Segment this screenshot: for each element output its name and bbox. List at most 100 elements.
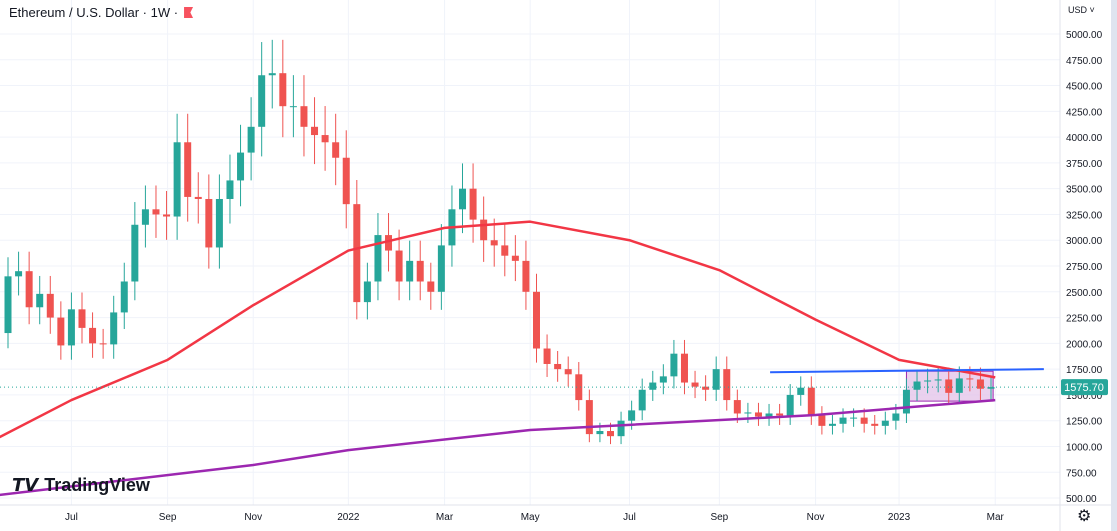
candle-down xyxy=(511,255,519,261)
x-tick-label: 2022 xyxy=(337,512,360,523)
candle-up xyxy=(36,293,44,308)
candle-down xyxy=(723,369,731,401)
candle-down xyxy=(976,379,984,389)
y-tick-label: 2750.00 xyxy=(1066,262,1103,273)
candle-down xyxy=(945,379,953,393)
y-tick-label: 2250.00 xyxy=(1066,314,1103,325)
candle-down xyxy=(385,235,393,251)
candle-up xyxy=(797,387,805,395)
candle-up xyxy=(934,379,942,381)
candle-down xyxy=(807,387,815,416)
tradingview-logo[interactable]: 𝙏𝙑 TradingView xyxy=(12,475,150,496)
x-tick-label: 2023 xyxy=(888,512,911,523)
candle-up xyxy=(15,271,23,277)
candle-down xyxy=(46,293,54,318)
y-tick-label: 3500.00 xyxy=(1066,185,1103,196)
y-tick-label: 1250.00 xyxy=(1066,417,1103,428)
candle-down xyxy=(585,400,593,435)
candle-down xyxy=(321,135,329,143)
candle-down xyxy=(353,204,361,303)
candle-up xyxy=(247,126,255,153)
candle-up xyxy=(786,394,794,416)
x-tick-label: Sep xyxy=(710,512,728,523)
y-tick-label: 1500.00 xyxy=(1066,391,1103,402)
candle-up xyxy=(913,381,921,390)
symbol-title: Ethereum / U.S. Dollar · 1W · xyxy=(9,5,179,20)
currency-select[interactable]: USD ˅ xyxy=(1068,5,1095,15)
candle-down xyxy=(427,281,435,292)
candle-up xyxy=(374,235,382,282)
candle-down xyxy=(818,415,826,426)
y-tick-label: 4250.00 xyxy=(1066,107,1103,118)
x-tick-label: Sep xyxy=(159,512,177,523)
x-tick-label: May xyxy=(521,512,540,523)
candle-up xyxy=(459,188,467,210)
y-tick-label: 5000.00 xyxy=(1066,30,1103,41)
x-tick-label: Jul xyxy=(65,512,78,523)
candle-down xyxy=(606,431,614,437)
candle-down xyxy=(78,309,86,328)
candle-down xyxy=(99,343,107,345)
candle-down xyxy=(754,412,762,417)
candle-up xyxy=(141,209,149,225)
candle-down xyxy=(57,317,65,346)
candle-up xyxy=(437,245,445,292)
candle-up xyxy=(659,376,667,383)
candle-down xyxy=(25,271,33,308)
candle-up xyxy=(268,73,276,76)
y-tick-label: 4750.00 xyxy=(1066,56,1103,67)
x-tick-label: Mar xyxy=(436,512,454,523)
candle-up xyxy=(237,152,245,181)
right-edge-strip xyxy=(1111,0,1117,531)
candle-down xyxy=(163,214,171,217)
candle-up xyxy=(289,106,297,108)
candle-up xyxy=(363,281,371,303)
candle-down xyxy=(702,386,710,390)
y-tick-label: 1750.00 xyxy=(1066,365,1103,376)
candle-down xyxy=(871,423,879,426)
candle-up xyxy=(638,389,646,411)
y-tick-label: 4000.00 xyxy=(1066,133,1103,144)
y-tick-label: 2000.00 xyxy=(1066,339,1103,350)
candle-up xyxy=(649,382,657,390)
settings-gear-icon[interactable]: ⚙ xyxy=(1077,508,1092,525)
candle-down xyxy=(490,240,498,246)
candle-up xyxy=(892,413,900,421)
candle-up xyxy=(902,389,910,414)
chart-title: Ethereum / U.S. Dollar · 1W · xyxy=(9,5,194,20)
candle-up xyxy=(828,423,836,426)
candle-up xyxy=(226,180,234,199)
candle-up xyxy=(173,142,181,217)
candle-up xyxy=(670,353,678,377)
candle-down xyxy=(416,260,424,282)
logo-text: TradingView xyxy=(44,475,150,495)
candle-up xyxy=(955,378,963,393)
candle-down xyxy=(342,157,350,205)
flag-icon[interactable] xyxy=(184,7,194,18)
candle-down xyxy=(691,382,699,387)
x-tick-label: Mar xyxy=(987,512,1005,523)
candle-up xyxy=(406,260,414,282)
candle-down xyxy=(966,378,974,380)
candle-down xyxy=(152,209,160,215)
candle-up xyxy=(110,312,118,345)
x-tick-label: Jul xyxy=(623,512,636,523)
candle-down xyxy=(205,198,213,248)
candle-down xyxy=(332,142,340,158)
y-tick-label: 4500.00 xyxy=(1066,82,1103,93)
y-tick-label: 3000.00 xyxy=(1066,236,1103,247)
candle-up xyxy=(596,431,604,435)
x-tick-label: Nov xyxy=(244,512,262,523)
candle-down xyxy=(554,363,562,370)
candle-down xyxy=(469,188,477,220)
candle-up xyxy=(258,75,266,127)
y-tick-label: 750.00 xyxy=(1066,468,1097,479)
candle-up xyxy=(924,380,932,382)
y-tick-label: 500.00 xyxy=(1066,494,1097,505)
candle-up xyxy=(4,276,12,334)
candle-down xyxy=(543,348,551,364)
candle-down xyxy=(300,106,308,127)
candle-up xyxy=(712,369,720,390)
candle-up xyxy=(120,281,128,313)
